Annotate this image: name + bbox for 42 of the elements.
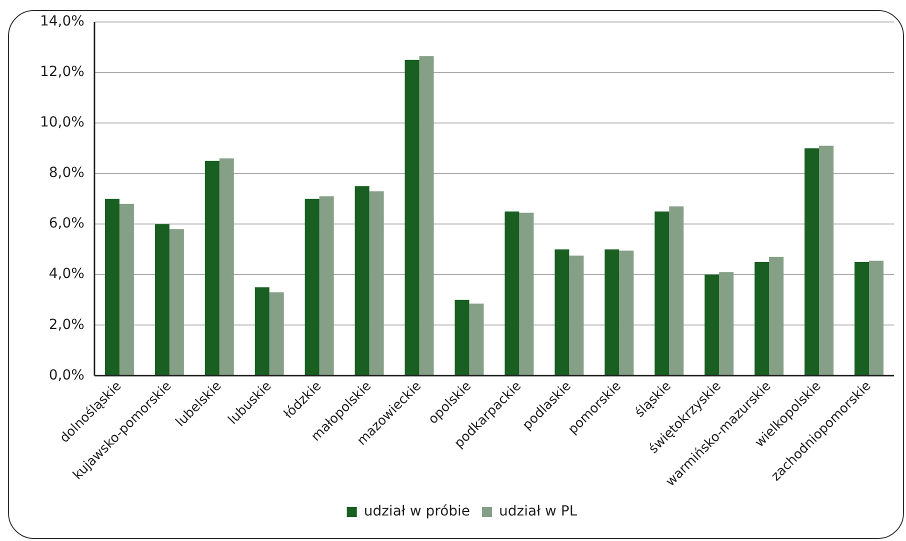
- y-tick-label: 8,0%: [48, 165, 84, 182]
- y-tick-label: 6,0%: [48, 216, 84, 232]
- bar: [619, 250, 634, 376]
- bar: [404, 60, 420, 376]
- bar: [169, 229, 184, 376]
- bar: [704, 274, 720, 376]
- bar: [469, 304, 484, 376]
- bar: [204, 160, 220, 376]
- bar: [754, 262, 770, 376]
- y-tick-label: 0,0%: [48, 367, 84, 384]
- bar: [804, 148, 820, 376]
- y-tick-label: 4,0%: [48, 266, 84, 282]
- bar: [154, 224, 170, 376]
- y-tick-label: 14,0%: [40, 14, 84, 30]
- bar: [504, 211, 520, 376]
- bar: [119, 204, 134, 376]
- legend-label: udział w PL: [499, 504, 578, 520]
- bar: [354, 186, 370, 376]
- bar: [769, 256, 784, 376]
- bar: [219, 158, 234, 376]
- bar: [104, 198, 120, 376]
- bar: [854, 262, 870, 376]
- y-tick-label: 12,0%: [40, 64, 84, 80]
- bar: [304, 198, 320, 376]
- bar: [319, 196, 334, 376]
- bar: [819, 146, 834, 376]
- legend-label: udział w próbie: [364, 504, 470, 520]
- bar: [869, 260, 884, 376]
- y-tick-label: 2,0%: [48, 316, 84, 333]
- bar: [554, 249, 570, 376]
- bar: [454, 300, 470, 376]
- bar: [269, 292, 284, 376]
- bar: [569, 256, 584, 376]
- y-tick-label: 10,0%: [40, 114, 84, 131]
- bar: [719, 272, 734, 376]
- bar: [419, 56, 434, 376]
- bar: [654, 211, 670, 376]
- bar: [519, 212, 534, 376]
- bar: [604, 249, 620, 376]
- bar: [369, 191, 384, 376]
- bar: [669, 206, 684, 376]
- bar: [254, 287, 270, 376]
